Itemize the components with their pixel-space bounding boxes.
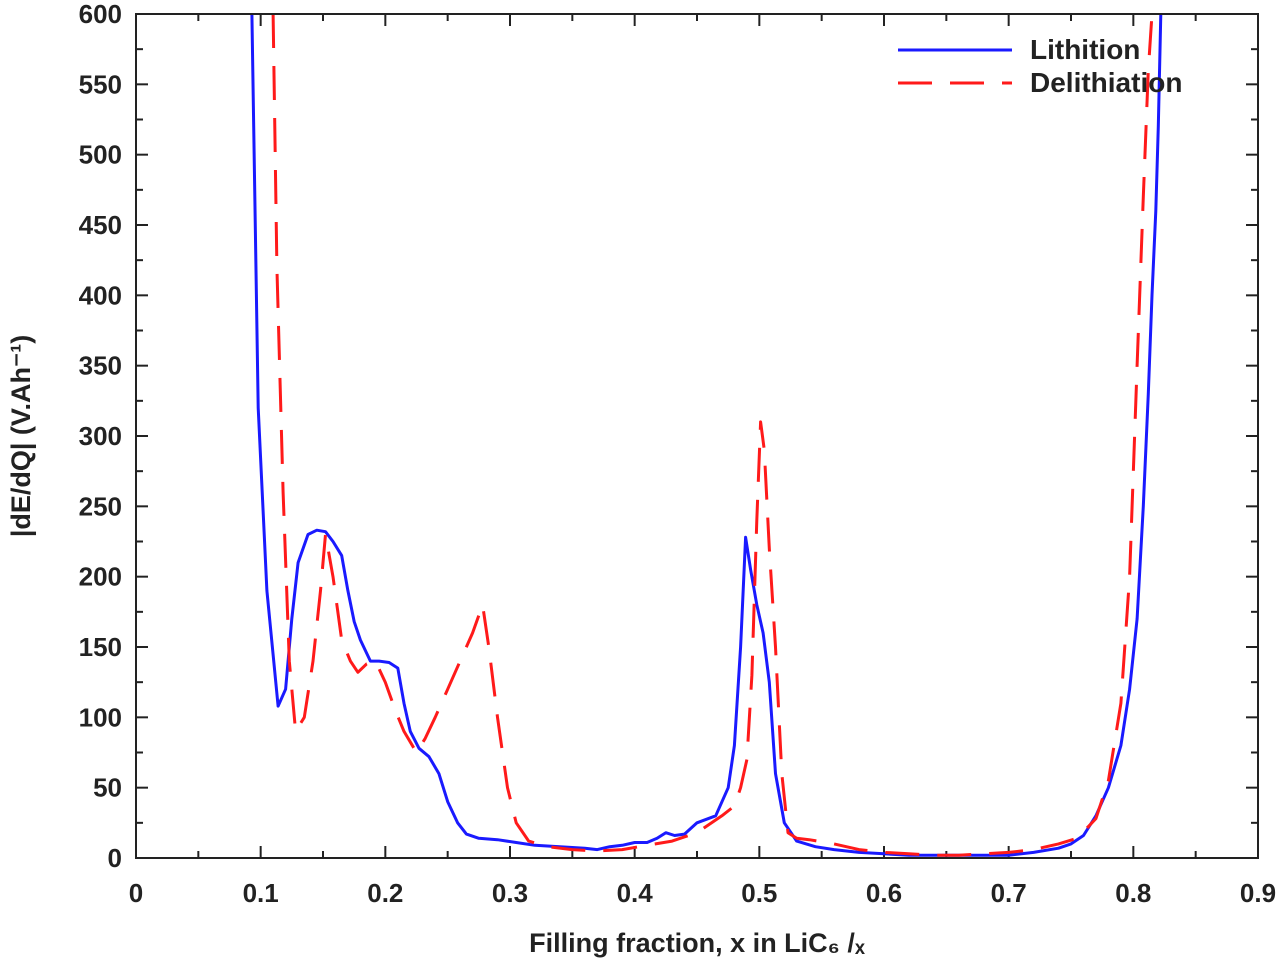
x-tick-label: 0.7 [991,878,1027,908]
y-tick-label: 350 [79,351,122,381]
y-tick-label: 500 [79,140,122,170]
series-layer [250,14,1163,857]
plot-frame [135,13,1259,859]
y-tick-label: 100 [79,702,122,732]
x-tick-label: 0.6 [866,878,902,908]
x-tick-labels: 0 0.1 0.2 0.3 0.4 0.5 0.6 0.7 0.8 0.9 [129,878,1276,908]
x-tick-label: 0.8 [1115,878,1151,908]
legend: Lithition Delithiation [898,34,1182,98]
x-tick-label: 0 [129,878,143,908]
axis-ticks [135,13,1259,859]
x-tick-label: 0.1 [243,878,279,908]
y-axis-title: |dE/dQ| (V.Ah⁻¹) [6,335,36,537]
y-tick-label: 200 [79,562,122,592]
x-tick-label: 0.2 [367,878,403,908]
y-tick-label: 600 [79,0,122,29]
y-tick-label: 150 [79,632,122,662]
x-tick-label: 0.4 [617,878,654,908]
y-tick-label: 250 [79,491,122,521]
y-tick-label: 400 [79,280,122,310]
x-tick-label: 0.3 [492,878,528,908]
x-tick-label: 0.5 [741,878,777,908]
x-axis-title: Filling fraction, x in LiC₆ /ₓ [529,928,865,958]
y-tick-label: 450 [79,210,122,240]
y-tick-label: 0 [108,843,122,873]
series-line-lithition [250,14,1163,857]
legend-label-lithition: Lithition [1030,34,1140,65]
y-tick-label: 550 [79,69,122,99]
y-tick-label: 50 [93,773,122,803]
x-tick-label: 0.9 [1240,878,1276,908]
y-tick-labels: 0 50 100 150 200 250 300 350 400 450 500 550 600 [79,0,122,873]
legend-label-delithiation: Delithiation [1030,67,1182,98]
y-tick-label: 300 [79,421,122,451]
series-line-delithiation [271,14,1154,857]
